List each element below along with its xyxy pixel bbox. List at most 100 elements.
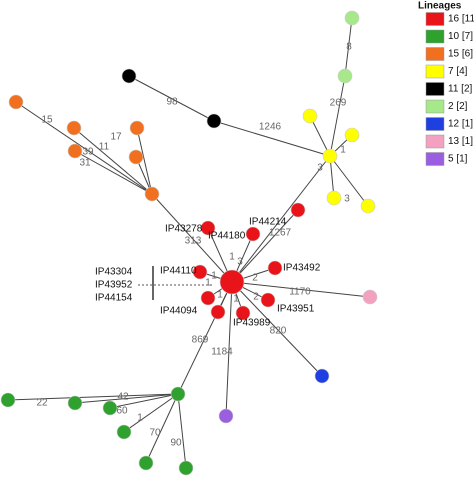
edge-label: 8 (346, 42, 352, 53)
edge-label: 869 (192, 335, 209, 346)
legend-swatch (425, 29, 445, 44)
edge (177, 393, 187, 469)
edge-label: 2 (252, 273, 258, 284)
legend-swatch (425, 134, 445, 149)
edge (231, 281, 323, 377)
legend-label: 7 [4] (448, 66, 468, 77)
node (200, 220, 216, 236)
edge (151, 193, 233, 283)
legend-swatch (425, 117, 445, 131)
legend-swatch (425, 47, 445, 61)
edge-label: 39 (82, 147, 94, 158)
node (326, 190, 342, 206)
edge-label: 1 (137, 413, 143, 424)
edge-label: 3 (237, 257, 243, 268)
node (360, 198, 376, 214)
legend-swatch (425, 82, 445, 96)
edge (7, 393, 179, 401)
edge-label: 1 (233, 294, 239, 305)
legend-label: 2 [2] (448, 101, 468, 112)
edge-label: 60 (116, 406, 128, 417)
node (218, 408, 234, 424)
node (322, 148, 338, 164)
legend-label: 11 [2] (448, 84, 472, 95)
node (219, 269, 245, 295)
edge-label: 31 (79, 158, 91, 169)
node (128, 149, 144, 165)
edge-label: 1170 (289, 287, 311, 298)
node (121, 68, 137, 84)
node (116, 424, 132, 440)
edge-label: 1 (340, 145, 346, 156)
edge-label: 1 (211, 271, 217, 282)
node (144, 186, 160, 202)
edge-label: 90 (170, 438, 182, 449)
legend-swatch (425, 64, 445, 79)
node (67, 143, 83, 159)
edge-label: 42 (117, 392, 129, 403)
node (235, 305, 251, 321)
edge (225, 281, 233, 417)
node (362, 289, 378, 305)
node (102, 400, 118, 416)
edge-label: 15 (41, 115, 53, 126)
edge-label: 17 (110, 132, 122, 143)
node (206, 113, 222, 129)
legend-label: 12 [1] (448, 119, 473, 130)
edge (231, 209, 299, 283)
edge-label: 269 (330, 98, 347, 109)
node-label: IP44214 (249, 217, 287, 228)
node (302, 108, 318, 124)
edge-label: 313 (185, 236, 202, 247)
legend-label: 15 [6] (448, 49, 473, 60)
node (8, 94, 24, 110)
edge (15, 101, 153, 195)
node (129, 120, 145, 136)
node-label: IP44094 (160, 306, 198, 317)
node (0, 392, 16, 408)
edge-label: 2 (253, 292, 259, 303)
edge-label: 11 (99, 142, 110, 153)
edge-label: 820 (270, 326, 287, 337)
bracket-label: IP43304 (95, 267, 133, 278)
edge-label: 3 (317, 163, 323, 174)
legend-label: 16 [11] (448, 14, 474, 25)
node (344, 127, 360, 143)
node (314, 368, 330, 384)
edge (136, 127, 153, 195)
edge (309, 115, 331, 157)
legend-label: 10 [7] (448, 31, 473, 42)
node (344, 10, 360, 26)
legend-title: Lineages (418, 1, 462, 12)
edge-label: 1267 (269, 228, 292, 239)
node-label: IP43278 (165, 224, 203, 235)
edge (231, 281, 371, 298)
node (67, 395, 83, 411)
node (245, 226, 261, 242)
edge-label: 1184 (211, 347, 233, 358)
node-label: IP44180 (208, 231, 246, 242)
edge-label: 1 (217, 290, 223, 301)
node (210, 304, 226, 320)
node (192, 264, 208, 280)
node (170, 386, 186, 402)
edge (177, 281, 233, 395)
node (200, 290, 216, 306)
bracket-label: IP43952 (95, 280, 133, 291)
edge (74, 393, 179, 404)
legend-swatch (425, 152, 445, 166)
legend-swatch (425, 99, 445, 114)
edge (344, 17, 353, 77)
node-label: IP44110 (160, 266, 197, 277)
edge (109, 393, 179, 409)
node (337, 68, 353, 84)
edge-label: 1 (229, 252, 235, 263)
legend-label: 13 [1] (448, 136, 473, 147)
edge (231, 155, 331, 283)
edge (73, 127, 153, 195)
node (260, 292, 276, 308)
edge-label: 70 (149, 428, 161, 439)
node-label: IP43951 (277, 304, 315, 315)
legend-label: 5 [1] (448, 154, 468, 165)
